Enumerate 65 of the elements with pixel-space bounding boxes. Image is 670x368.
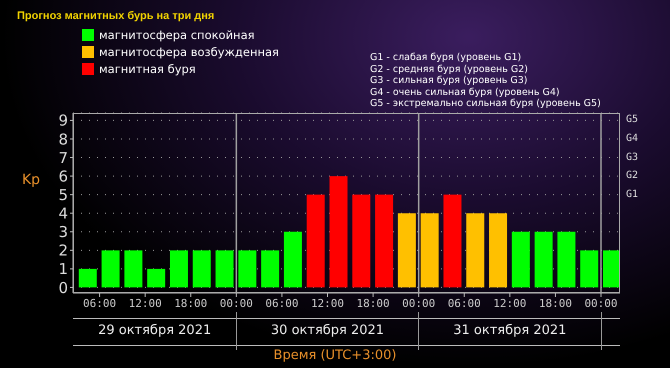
legend-label: магнитосфера возбужденная xyxy=(99,44,279,58)
x-tick-label: 00:00 xyxy=(584,296,618,310)
y-tick-label: 5 xyxy=(58,186,68,204)
text: 30 октября 2021 xyxy=(270,323,386,338)
x-tick-label: 12:00 xyxy=(310,296,344,310)
x-tick-label: 00:00 xyxy=(220,296,253,310)
y-tick-label: 6 xyxy=(58,167,68,186)
text: G5 - экстремально сильная буря (уровень G5) xyxy=(370,98,601,110)
y-tick-label: 8 xyxy=(58,130,68,148)
bar xyxy=(147,268,166,288)
text: G2 xyxy=(626,169,638,184)
bar xyxy=(489,213,508,288)
bar xyxy=(603,250,620,288)
x-tick-label: 00:00 xyxy=(402,296,436,310)
text: G3 - сильная буря (уровень G3) xyxy=(370,75,529,86)
y-tick-label: 7 xyxy=(58,148,68,167)
bar xyxy=(352,194,370,288)
text: G2 - средняя буря (уровень G2) xyxy=(370,64,530,75)
y-tick-label: 3 xyxy=(58,223,68,242)
bar xyxy=(124,250,142,288)
bar xyxy=(238,250,256,288)
y-tick-label: 0 xyxy=(58,278,68,297)
legend-label: магнитная буря xyxy=(99,62,196,76)
chart-title: Прогноз магнитных бурь на три дня xyxy=(17,10,214,22)
bar xyxy=(306,194,325,288)
x-tick-label: 06:00 xyxy=(83,296,116,310)
x-tick-label: 12:00 xyxy=(493,296,526,310)
bar xyxy=(398,213,416,288)
x-tick-label: 18:00 xyxy=(538,296,572,310)
bar xyxy=(284,232,302,288)
bar xyxy=(557,232,576,288)
bar xyxy=(534,232,553,288)
bar xyxy=(466,213,484,288)
text: G4 xyxy=(626,132,638,146)
bar xyxy=(512,232,530,288)
y-tick-label: 2 xyxy=(58,242,68,260)
y-tick-label: 1 xyxy=(58,260,68,278)
x-tick-label: 12:00 xyxy=(128,296,162,310)
x-tick-label: 18:00 xyxy=(174,296,208,310)
x-tick-label: 06:00 xyxy=(448,296,481,310)
text: 29 октября 2021 xyxy=(97,323,212,338)
bar xyxy=(261,250,280,288)
x-tick-label: 18:00 xyxy=(356,296,390,310)
bar xyxy=(330,176,348,288)
bar xyxy=(216,250,234,288)
x-tick-label: 06:00 xyxy=(265,296,298,310)
y-tick-label: 9 xyxy=(58,112,68,130)
text: 31 октября 2021 xyxy=(452,323,568,338)
legend-label: магнитосфера спокойная xyxy=(99,28,255,42)
text: G3 xyxy=(626,150,638,165)
text: G5 xyxy=(626,113,638,128)
text: G1 - слабая буря (уровень G1) xyxy=(370,52,522,64)
bar xyxy=(192,250,211,288)
bar xyxy=(78,268,97,288)
bar xyxy=(170,250,188,288)
bar xyxy=(443,194,462,288)
x-axis-title: Время (UTC+3:00) xyxy=(272,348,398,363)
bar xyxy=(102,250,120,288)
text: G1 xyxy=(626,188,638,202)
y-tick-label: 4 xyxy=(58,204,68,223)
y-axis-title: Kp xyxy=(22,172,40,188)
bar xyxy=(580,250,598,288)
bar xyxy=(375,194,394,288)
text: G4 - очень сильная буря (уровень G4) xyxy=(370,86,561,98)
bar xyxy=(420,213,439,288)
